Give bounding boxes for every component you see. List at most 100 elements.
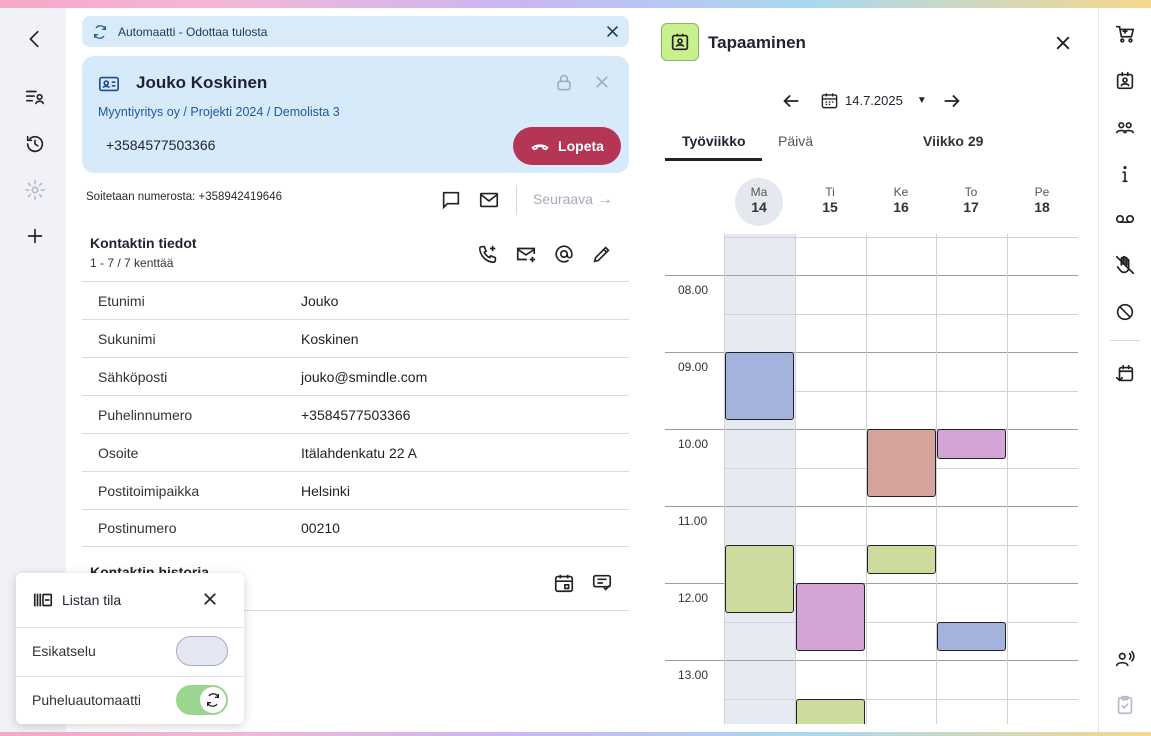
field-value[interactable]: Itälahdenkatu 22 A (301, 444, 417, 461)
calendar-event[interactable] (867, 544, 936, 575)
half-hour-line (724, 391, 1078, 392)
appointment-pane (645, 8, 1098, 732)
tab-workweek[interactable]: Työviikko (682, 133, 746, 149)
info-icon[interactable] (1113, 162, 1137, 186)
sync-icon (94, 24, 106, 39)
day-name: Pe (1034, 185, 1050, 199)
day-header[interactable]: Ma 14 (735, 185, 783, 215)
divider (16, 627, 244, 628)
hour-line (665, 275, 1078, 276)
calendar-event[interactable] (937, 429, 1006, 459)
calendar-event[interactable] (867, 429, 936, 498)
next-label: Seuraava (533, 191, 593, 207)
day-column-line (936, 234, 937, 724)
divider (82, 610, 629, 611)
hour-label: 11.00 (678, 514, 708, 528)
add-call-icon[interactable] (477, 243, 499, 265)
field-value[interactable]: 00210 (301, 520, 340, 536)
calendar-event[interactable] (796, 698, 865, 724)
day-name: Ma (750, 185, 768, 199)
email-icon[interactable] (478, 189, 500, 211)
details-row: Postinumero 00210 (82, 509, 629, 547)
back-icon[interactable] (23, 27, 47, 51)
autodialer-banner: Automaatti - Odottaa tulosta (82, 16, 629, 47)
day-header[interactable]: Ke 16 (877, 185, 925, 215)
field-label: Osoite (98, 444, 139, 461)
history-filter-icon[interactable] (591, 572, 613, 594)
appointment-title: Tapaaminen (708, 33, 806, 52)
hangup-icon (531, 144, 549, 151)
next-button: Seuraava → (533, 191, 613, 209)
details-row: Sukunimi Koskinen (82, 319, 629, 357)
voicemail-icon[interactable] (1113, 207, 1137, 231)
calendar-event[interactable] (796, 583, 865, 652)
clipboard-check-icon (1113, 693, 1137, 717)
contact-list-icon[interactable] (23, 85, 47, 109)
hangup-button[interactable]: Lopeta (513, 127, 621, 165)
day-date: 15 (822, 199, 838, 215)
breadcrumb-list[interactable]: Demolista 3 (273, 105, 340, 119)
date-picker[interactable]: 14.7.2025 ▼ (820, 91, 927, 110)
half-hour-line (724, 699, 1078, 700)
contact-card-icon (99, 76, 119, 92)
details-row: Osoite Itälahdenkatu 22 A (82, 433, 629, 471)
field-value[interactable]: Jouko (301, 292, 339, 309)
details-row: Etunimi Jouko (82, 281, 629, 319)
close-panel-icon[interactable] (201, 590, 219, 608)
field-value[interactable]: Helsinki (301, 482, 351, 499)
close-banner-icon[interactable] (604, 23, 621, 40)
hour-label: 10.00 (678, 437, 709, 451)
day-header[interactable]: Pe 18 (1018, 185, 1066, 215)
today-column (724, 234, 795, 724)
calendar-icon[interactable] (553, 572, 575, 594)
appointment-icon[interactable] (1113, 69, 1137, 93)
calendar-event[interactable] (725, 544, 794, 613)
field-value[interactable]: Koskinen (301, 330, 359, 347)
preview-toggle[interactable] (176, 636, 228, 666)
calling-from: Soitetaan numerosta: +358942419646 (86, 191, 282, 203)
cart-icon[interactable] (1113, 22, 1137, 46)
calendar-grid[interactable]: 08.00 09.00 10.00 11.00 12.00 13.00 (665, 234, 1078, 724)
calendar-event[interactable] (937, 621, 1006, 652)
close-card-icon (596, 76, 608, 88)
details-title: Kontaktin tiedot (90, 235, 197, 251)
details-table: Etunimi Jouko Sukunimi Koskinen Sähköposti jo… (82, 281, 629, 547)
sms-icon[interactable] (440, 189, 462, 211)
block-icon[interactable] (1113, 300, 1137, 324)
add-icon[interactable] (23, 224, 47, 248)
contact-card: Jouko Koskinen Myyntiyritys oy / Projekt… (82, 56, 629, 173)
breadcrumb: Myyntiyritys oy / Projekti 2024 / Demoli… (98, 105, 340, 119)
breadcrumb-company[interactable]: Myyntiyritys oy (98, 105, 180, 119)
lock-icon (557, 74, 571, 91)
day-date: 17 (963, 199, 979, 215)
preview-label: Esikatselu (32, 643, 96, 659)
edit-icon[interactable] (591, 243, 613, 265)
close-appointment-icon[interactable] (1053, 33, 1073, 53)
field-label: Etunimi (98, 292, 145, 309)
half-hour-line (724, 622, 1078, 623)
autodialer-toggle[interactable] (176, 685, 228, 715)
calendar-event[interactable] (725, 352, 794, 421)
details-row: Puhelinnumero +3584577503366 (82, 395, 629, 433)
mention-icon[interactable] (553, 243, 575, 265)
field-value[interactable]: jouko@smindle.com (301, 368, 428, 385)
day-name: Ke (893, 185, 909, 199)
half-hour-line (724, 314, 1078, 315)
add-email-icon[interactable] (515, 243, 537, 265)
call-users-icon[interactable] (1113, 647, 1137, 671)
do-not-touch-icon[interactable] (1113, 253, 1137, 277)
day-header[interactable]: To 17 (947, 185, 995, 215)
day-header[interactable]: Ti 15 (806, 185, 854, 215)
next-week-icon[interactable] (941, 90, 963, 112)
event-return-icon[interactable] (1113, 362, 1137, 386)
prev-week-icon[interactable] (780, 90, 802, 112)
hour-line (665, 583, 1078, 584)
field-label: Puhelinnumero (98, 406, 193, 423)
calling-from-number: +358942419646 (198, 191, 282, 203)
active-tab-indicator (665, 158, 762, 161)
breadcrumb-project[interactable]: Projekti 2024 (190, 105, 264, 119)
users-icon[interactable] (1113, 116, 1137, 140)
history-icon[interactable] (23, 132, 47, 156)
tab-day[interactable]: Päivä (778, 133, 814, 149)
field-value[interactable]: +3584577503366 (301, 406, 411, 423)
